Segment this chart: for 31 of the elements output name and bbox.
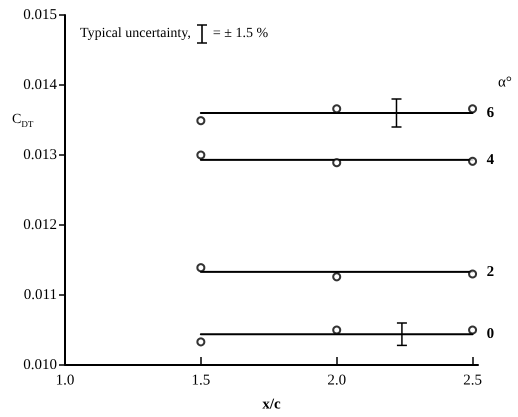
y-tick-label: 0.010 [23, 357, 57, 373]
y-tick-label: 0.012 [23, 217, 57, 233]
point [332, 272, 342, 282]
x-tick-label: 2.0 [327, 372, 346, 388]
point [468, 270, 478, 278]
y-tick-label: 0.011 [24, 287, 57, 303]
y-tick-label: 0.014 [23, 77, 58, 93]
point [332, 104, 342, 114]
series-label: 4 [486, 152, 495, 168]
annotation: = ± 1.5 % [212, 26, 268, 42]
y-axis-title: C$_{DT}$ [12, 112, 34, 129]
series-label: 2 [486, 264, 494, 280]
point [468, 156, 478, 166]
point [468, 326, 478, 334]
annotation: Typical uncertainty, [80, 26, 191, 42]
point [332, 158, 342, 168]
point [196, 150, 206, 160]
point [196, 116, 206, 126]
x-tick-label: 1.0 [56, 372, 74, 388]
series-label: 0 [486, 326, 494, 342]
x-tick-label: 1.5 [191, 372, 210, 388]
y-tick-label: 0.015 [23, 7, 57, 23]
y-tick-label: 0.013 [23, 147, 57, 163]
point [332, 326, 342, 334]
point [468, 104, 478, 114]
x-tick-label: 2.5 [463, 372, 482, 388]
x-axis-title: x/c [262, 396, 282, 412]
series-label: 6 [486, 105, 495, 121]
legend-title: α° [498, 74, 512, 90]
point [196, 337, 206, 346]
point [196, 263, 206, 272]
